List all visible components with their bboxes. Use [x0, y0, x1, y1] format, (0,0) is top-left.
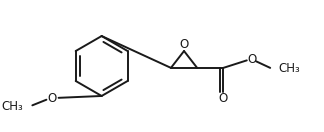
Text: O: O — [47, 92, 57, 105]
Text: CH₃: CH₃ — [1, 100, 23, 113]
Text: O: O — [219, 92, 228, 105]
Text: O: O — [179, 38, 189, 51]
Text: O: O — [248, 53, 257, 66]
Text: CH₃: CH₃ — [279, 62, 300, 75]
